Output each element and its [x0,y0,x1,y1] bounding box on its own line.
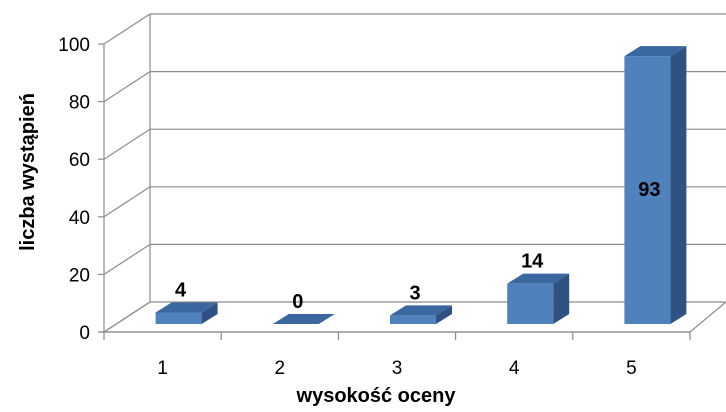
x-tick-label: 1 [157,358,168,379]
x-tick-label: 3 [392,358,403,379]
gridline-side [103,13,151,45]
axes [98,43,691,340]
y-tick-label: 80 [69,93,90,114]
data-label: 4 [175,279,187,301]
y-tick-label: 60 [69,150,90,171]
bar [624,46,687,324]
bar-side [436,305,452,324]
bar [155,302,218,324]
y-axis-title: liczba wystąpień [17,93,39,251]
bar-top [155,302,218,313]
bar-side [670,46,687,324]
bar-side [553,273,570,324]
bars [155,46,687,324]
data-label: 3 [409,282,420,304]
data-label: 14 [521,251,544,273]
x-axis-title: wysokość oceny [296,385,457,407]
x-tick-label: 4 [509,358,520,379]
bar-front [155,312,202,324]
data-label: 93 [638,179,660,201]
bar-top [272,314,335,324]
y-tick-label: 0 [79,323,90,344]
y-tick-label: 40 [69,208,90,229]
bar-front [507,283,554,324]
bar-top [507,273,570,284]
bar-side [201,302,218,324]
x-tick-label: 5 [626,358,637,379]
bar [390,305,452,324]
y-tick-label: 20 [69,265,90,286]
y-tick-label: 100 [58,35,90,56]
x-tick-label: 2 [275,358,286,379]
bar-front [390,315,436,324]
gridline-side [103,128,151,160]
gridline-side [103,71,151,103]
data-label: 0 [292,291,303,313]
bar [507,273,570,324]
gridline-side [103,186,151,218]
gridline-side [103,243,151,275]
bar-front [624,56,671,324]
bar-top [624,46,687,57]
bar [272,314,335,324]
bar-top [390,305,452,316]
